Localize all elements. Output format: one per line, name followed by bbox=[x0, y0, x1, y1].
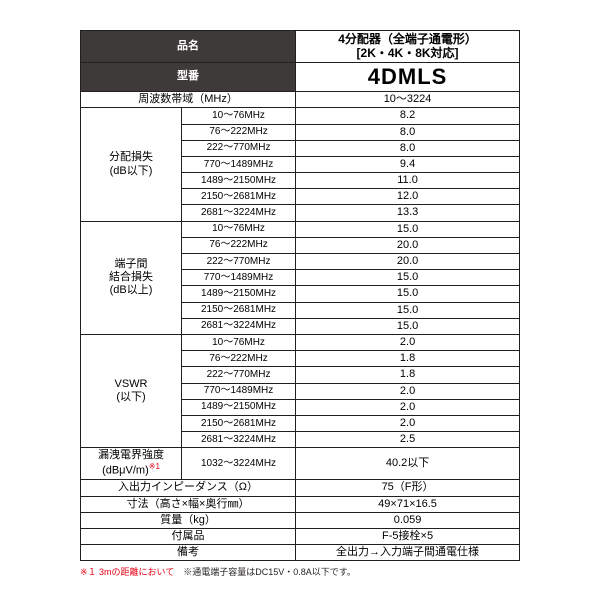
header-row-2: 型番4DMLS bbox=[81, 62, 520, 91]
band-value: 12.0 bbox=[296, 189, 520, 205]
band-label: 10～76MHz bbox=[181, 108, 295, 124]
bottom-value-0: 75（F形） bbox=[296, 480, 520, 496]
band-value: 15.0 bbox=[296, 302, 520, 318]
bottom-row: 備考全出力→入力端子間通電仕様 bbox=[81, 545, 520, 561]
header-row-1: 品名4分配器（全端子通電形）[2K・4K・8K対応] bbox=[81, 31, 520, 63]
freq-range-row: 周波数帯域（MHz）10～3224 bbox=[81, 92, 520, 108]
band-label: 1489～2150MHz bbox=[181, 399, 295, 415]
band-label: 2150～2681MHz bbox=[181, 189, 295, 205]
group-label-1: 端子間結合損失(dB以上) bbox=[81, 221, 182, 334]
band-label: 2681～3224MHz bbox=[181, 432, 295, 448]
group-label-0: 分配損失(dB以下) bbox=[81, 108, 182, 221]
band-label: 76～222MHz bbox=[181, 124, 295, 140]
leak-band: 1032～3224MHz bbox=[181, 448, 295, 480]
band-label: 76～222MHz bbox=[181, 351, 295, 367]
band-label: 1489～2150MHz bbox=[181, 173, 295, 189]
bottom-label-0: 入出力インピーダンス（Ω） bbox=[81, 480, 296, 496]
leak-label: 漏洩電界強度(dBμV/m)※1 bbox=[81, 448, 182, 480]
data-row: 端子間結合損失(dB以上)10～76MHz15.0 bbox=[81, 221, 520, 237]
band-value: 15.0 bbox=[296, 221, 520, 237]
band-value: 2.0 bbox=[296, 415, 520, 431]
band-value: 8.0 bbox=[296, 140, 520, 156]
name-label: 品名 bbox=[81, 31, 296, 63]
bottom-row: 付属品F-5接栓×5 bbox=[81, 528, 520, 544]
band-value: 9.4 bbox=[296, 156, 520, 172]
leak-value: 40.2以下 bbox=[296, 448, 520, 480]
bottom-value-3: F-5接栓×5 bbox=[296, 528, 520, 544]
leak-row: 漏洩電界強度(dBμV/m)※11032～3224MHz40.2以下 bbox=[81, 448, 520, 480]
band-label: 2150～2681MHz bbox=[181, 302, 295, 318]
bottom-label-4: 備考 bbox=[81, 545, 296, 561]
band-value: 2.0 bbox=[296, 399, 520, 415]
band-label: 2681～3224MHz bbox=[181, 205, 295, 221]
band-value: 11.0 bbox=[296, 173, 520, 189]
bottom-row: 質量（kg）0.059 bbox=[81, 512, 520, 528]
band-value: 20.0 bbox=[296, 254, 520, 270]
band-label: 770～1489MHz bbox=[181, 383, 295, 399]
band-label: 222～770MHz bbox=[181, 140, 295, 156]
band-label: 76～222MHz bbox=[181, 237, 295, 253]
product-name: 4分配器（全端子通電形）[2K・4K・8K対応] bbox=[296, 31, 520, 63]
model-label: 型番 bbox=[81, 62, 296, 91]
band-label: 222～770MHz bbox=[181, 254, 295, 270]
footnote: ※１ 3mの距離において ※通電端子容量はDC15V・0.8A以下です。 bbox=[80, 565, 520, 578]
band-label: 2150～2681MHz bbox=[181, 415, 295, 431]
group-label-2: VSWR(以下) bbox=[81, 334, 182, 447]
bottom-label-2: 質量（kg） bbox=[81, 512, 296, 528]
band-value: 2.0 bbox=[296, 334, 520, 350]
band-label: 1489～2150MHz bbox=[181, 286, 295, 302]
band-value: 15.0 bbox=[296, 270, 520, 286]
band-value: 15.0 bbox=[296, 286, 520, 302]
band-value: 8.0 bbox=[296, 124, 520, 140]
band-value: 20.0 bbox=[296, 237, 520, 253]
band-value: 1.8 bbox=[296, 367, 520, 383]
band-label: 222～770MHz bbox=[181, 367, 295, 383]
band-value: 8.2 bbox=[296, 108, 520, 124]
bottom-row: 入出力インピーダンス（Ω）75（F形） bbox=[81, 480, 520, 496]
band-label: 770～1489MHz bbox=[181, 156, 295, 172]
footnote-black: ※通電端子容量はDC15V・0.8A以下です。 bbox=[174, 567, 356, 577]
band-value: 2.0 bbox=[296, 383, 520, 399]
freq-range-value: 10～3224 bbox=[296, 92, 520, 108]
data-row: 分配損失(dB以下)10～76MHz8.2 bbox=[81, 108, 520, 124]
spec-table: 品名4分配器（全端子通電形）[2K・4K・8K対応]型番4DMLS周波数帯域（M… bbox=[80, 30, 520, 561]
freq-range-label: 周波数帯域（MHz） bbox=[81, 92, 296, 108]
bottom-value-4: 全出力→入力端子間通電仕様 bbox=[296, 545, 520, 561]
band-label: 2681～3224MHz bbox=[181, 318, 295, 334]
data-row: VSWR(以下)10～76MHz2.0 bbox=[81, 334, 520, 350]
footnote-red: ※１ 3mの距離において bbox=[80, 567, 174, 577]
band-label: 10～76MHz bbox=[181, 221, 295, 237]
band-label: 770～1489MHz bbox=[181, 270, 295, 286]
band-value: 13.3 bbox=[296, 205, 520, 221]
bottom-label-3: 付属品 bbox=[81, 528, 296, 544]
model-value: 4DMLS bbox=[296, 62, 520, 91]
bottom-row: 寸法（高さ×幅×奥行㎜）49×71×16.5 bbox=[81, 496, 520, 512]
bottom-value-1: 49×71×16.5 bbox=[296, 496, 520, 512]
band-value: 1.8 bbox=[296, 351, 520, 367]
band-label: 10～76MHz bbox=[181, 334, 295, 350]
band-value: 2.5 bbox=[296, 432, 520, 448]
bottom-label-1: 寸法（高さ×幅×奥行㎜） bbox=[81, 496, 296, 512]
bottom-value-2: 0.059 bbox=[296, 512, 520, 528]
band-value: 15.0 bbox=[296, 318, 520, 334]
